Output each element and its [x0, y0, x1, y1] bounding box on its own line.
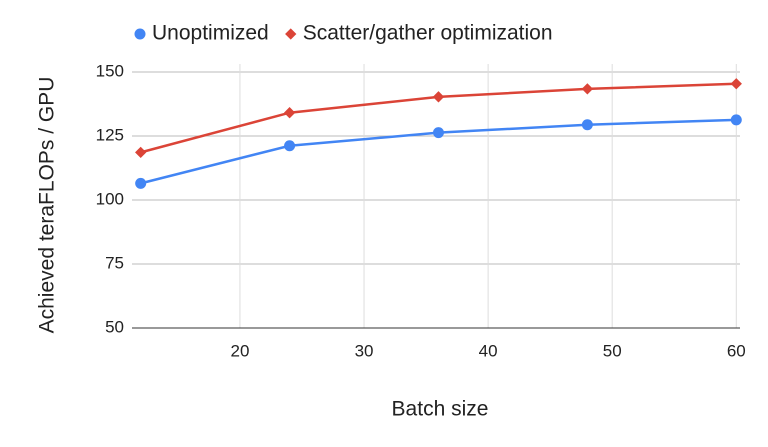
- x-tick-label: 60: [727, 341, 746, 360]
- marker: [730, 78, 742, 90]
- x-tick-label: 20: [230, 341, 249, 360]
- x-tick-label: 40: [479, 341, 498, 360]
- y-tick-label: 75: [105, 253, 124, 272]
- y-axis-label: Achieved teraFLOPs / GPU: [36, 77, 59, 334]
- marker: [581, 119, 593, 131]
- x-tick-label: 50: [603, 341, 622, 360]
- marker: [134, 28, 146, 40]
- marker: [135, 177, 147, 189]
- marker: [284, 140, 296, 152]
- marker: [283, 107, 296, 119]
- marker: [432, 127, 444, 139]
- legend-label: Scatter/gather optimization: [303, 22, 553, 45]
- x-tick-label: 30: [355, 341, 374, 360]
- marker: [581, 83, 594, 95]
- y-tick-label: 125: [96, 125, 124, 144]
- y-tick-label: 100: [96, 189, 124, 208]
- marker: [730, 114, 742, 126]
- marker: [135, 146, 147, 159]
- y-tick-label: 50: [105, 317, 124, 336]
- marker: [432, 91, 445, 103]
- y-tick-label: 150: [96, 61, 124, 80]
- x-axis-label: Batch size: [392, 398, 489, 421]
- legend-label: Unoptimized: [152, 22, 269, 45]
- marker: [285, 28, 297, 40]
